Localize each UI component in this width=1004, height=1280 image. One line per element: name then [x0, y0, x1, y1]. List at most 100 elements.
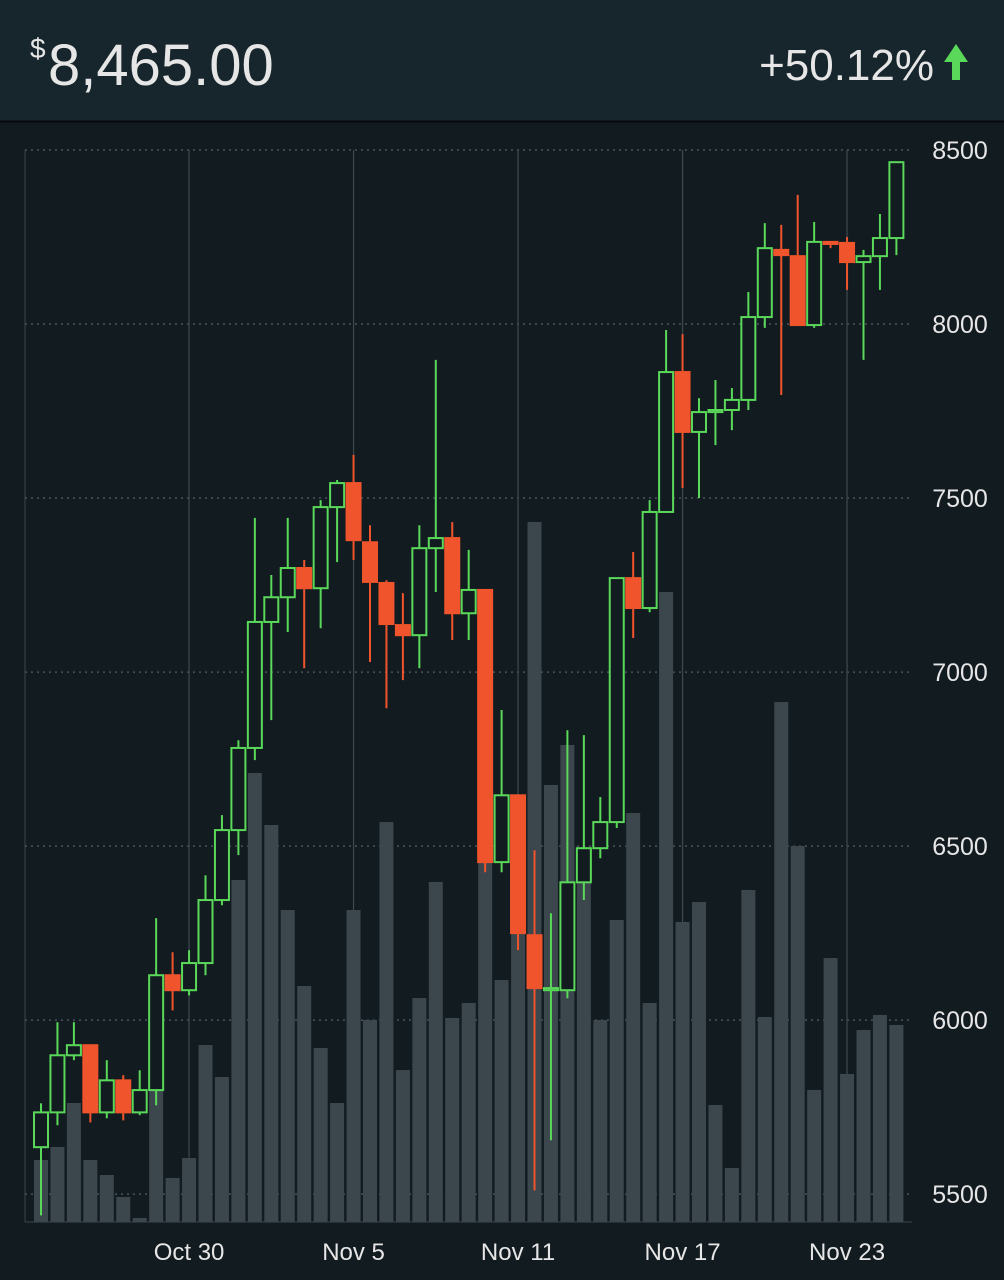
plot: 5500 6000 6500 7000 7500 8000 8500 Oct 30 Nov 5 N…: [24, 137, 988, 1266]
candle-body: [329, 482, 346, 509]
volume-bar: [626, 813, 641, 1222]
volume-bar: [724, 1168, 739, 1222]
volume-bar: [379, 822, 394, 1222]
volume-bar: [741, 890, 756, 1222]
volume-bar: [823, 958, 838, 1222]
candle-body: [345, 482, 362, 542]
volume-bar: [757, 1017, 772, 1222]
volume-bar: [856, 1030, 871, 1222]
volume-bar: [708, 1105, 723, 1222]
candle-body: [707, 408, 724, 414]
candle-body: [213, 829, 230, 902]
candle-body: [181, 962, 198, 992]
volume-bar: [313, 1048, 328, 1222]
candle-body: [658, 371, 675, 513]
volume-bar: [461, 1003, 476, 1222]
candle-body: [871, 237, 888, 258]
volume-bar: [66, 1103, 81, 1222]
volume-bar: [774, 702, 789, 1222]
candle-body: [246, 620, 263, 749]
volume-bar: [494, 980, 509, 1222]
volume-bar: [675, 922, 690, 1222]
volume-bar: [330, 1103, 345, 1222]
y-tick-label: 8500: [932, 137, 988, 165]
candle-body: [575, 847, 592, 884]
candle-body: [789, 255, 806, 327]
volume-bar: [889, 1025, 904, 1222]
candle-body: [493, 794, 510, 864]
candle-body: [279, 567, 296, 599]
volume-bar: [264, 825, 279, 1222]
volume-bar: [395, 1070, 410, 1222]
currency-symbol: $: [30, 33, 46, 64]
volume-bar: [116, 1197, 131, 1222]
volume-bar: [132, 1218, 147, 1222]
x-tick-label: Nov 23: [809, 1239, 885, 1266]
candle-body: [526, 934, 543, 990]
candle-body: [608, 577, 625, 824]
candle-body: [592, 821, 609, 850]
candle-body: [98, 1079, 115, 1114]
candle-body: [855, 255, 872, 264]
candle-body: [164, 974, 181, 992]
volume-bar: [182, 1158, 197, 1222]
x-tick-label: Nov 17: [645, 1239, 721, 1266]
candle-body: [625, 577, 642, 610]
volume-bar: [165, 1178, 180, 1222]
candle-body: [378, 581, 395, 626]
volume-bar: [692, 902, 706, 1222]
price: 8,465.00: [48, 33, 274, 98]
volume-bar: [593, 1020, 608, 1222]
candle-body: [444, 537, 461, 615]
candle-body: [888, 161, 905, 240]
header-bar: [0, 0, 1004, 121]
candle-body: [148, 974, 165, 1092]
candle-body: [806, 240, 823, 327]
candle-body: [477, 588, 494, 864]
candle-body: [65, 1044, 82, 1057]
volume-bar: [511, 930, 526, 1222]
up-arrow: [944, 44, 968, 80]
candle-body: [312, 506, 329, 590]
candle-body: [296, 567, 313, 590]
candle-body: [362, 541, 378, 583]
candle-body: [230, 746, 247, 832]
volume-bar: [428, 882, 443, 1222]
candle-body: [394, 624, 411, 637]
volume-bar: [478, 850, 493, 1222]
volume-bar: [807, 1090, 822, 1222]
candle-body: [460, 588, 477, 615]
volume-bar: [363, 1020, 377, 1222]
volume-bar: [231, 880, 246, 1222]
volume-bar: [50, 1147, 65, 1222]
x-tick-label: Oct 30: [154, 1239, 225, 1266]
candle-body: [641, 510, 658, 610]
candle-body: [674, 371, 691, 433]
volume-bar: [280, 910, 295, 1222]
candle-body: [510, 794, 527, 935]
volume-bar: [840, 1074, 855, 1222]
volume-bar: [214, 1077, 229, 1222]
volume-bar: [445, 1018, 460, 1222]
candle-body: [411, 547, 428, 637]
y-tick-label: 7500: [932, 485, 988, 513]
candle-body: [82, 1044, 99, 1114]
candle-body: [263, 596, 280, 623]
candle-body: [773, 248, 790, 257]
volume-bar: [659, 592, 674, 1222]
y-tick-label: 5500: [932, 1181, 988, 1209]
candle-body: [740, 316, 757, 401]
candle-body: [691, 411, 707, 433]
volume-bar: [247, 773, 262, 1222]
volume-bar: [790, 846, 805, 1222]
volume-bar: [642, 1003, 657, 1222]
volume-bar: [872, 1015, 887, 1222]
candle-body: [33, 1111, 49, 1149]
candle-body: [49, 1054, 66, 1114]
y-tick-label: 6500: [932, 833, 988, 861]
volume-bar: [99, 1175, 114, 1222]
volume-bar: [198, 1045, 213, 1222]
candle-body: [427, 537, 444, 550]
